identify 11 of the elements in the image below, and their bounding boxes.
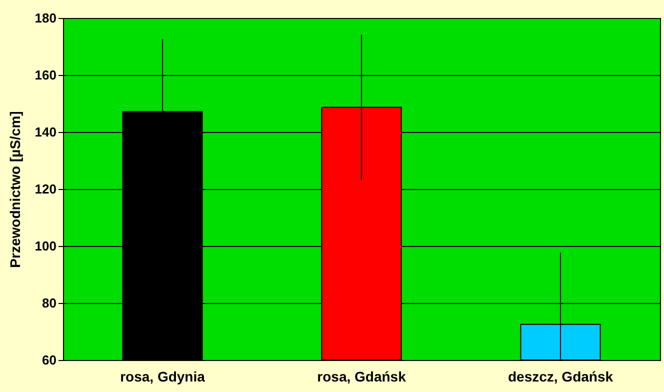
y-tick-label: 100 (34, 238, 56, 254)
y-tick-label: 180 (34, 10, 56, 26)
y-tick-label: 60 (42, 352, 56, 368)
y-axis-title: Przewodnictwo [µS/cm] (6, 111, 23, 268)
x-tick-label: rosa, Gdynia (120, 368, 206, 384)
y-tick-label: 140 (34, 124, 56, 140)
y-tick-label: 160 (34, 68, 56, 82)
x-tick-label: deszcz, Gdańsk (508, 368, 614, 384)
x-tick-label: rosa, Gdańsk (317, 368, 406, 384)
y-tick-label: 80 (42, 296, 56, 310)
y-tick-label: 120 (34, 182, 56, 196)
